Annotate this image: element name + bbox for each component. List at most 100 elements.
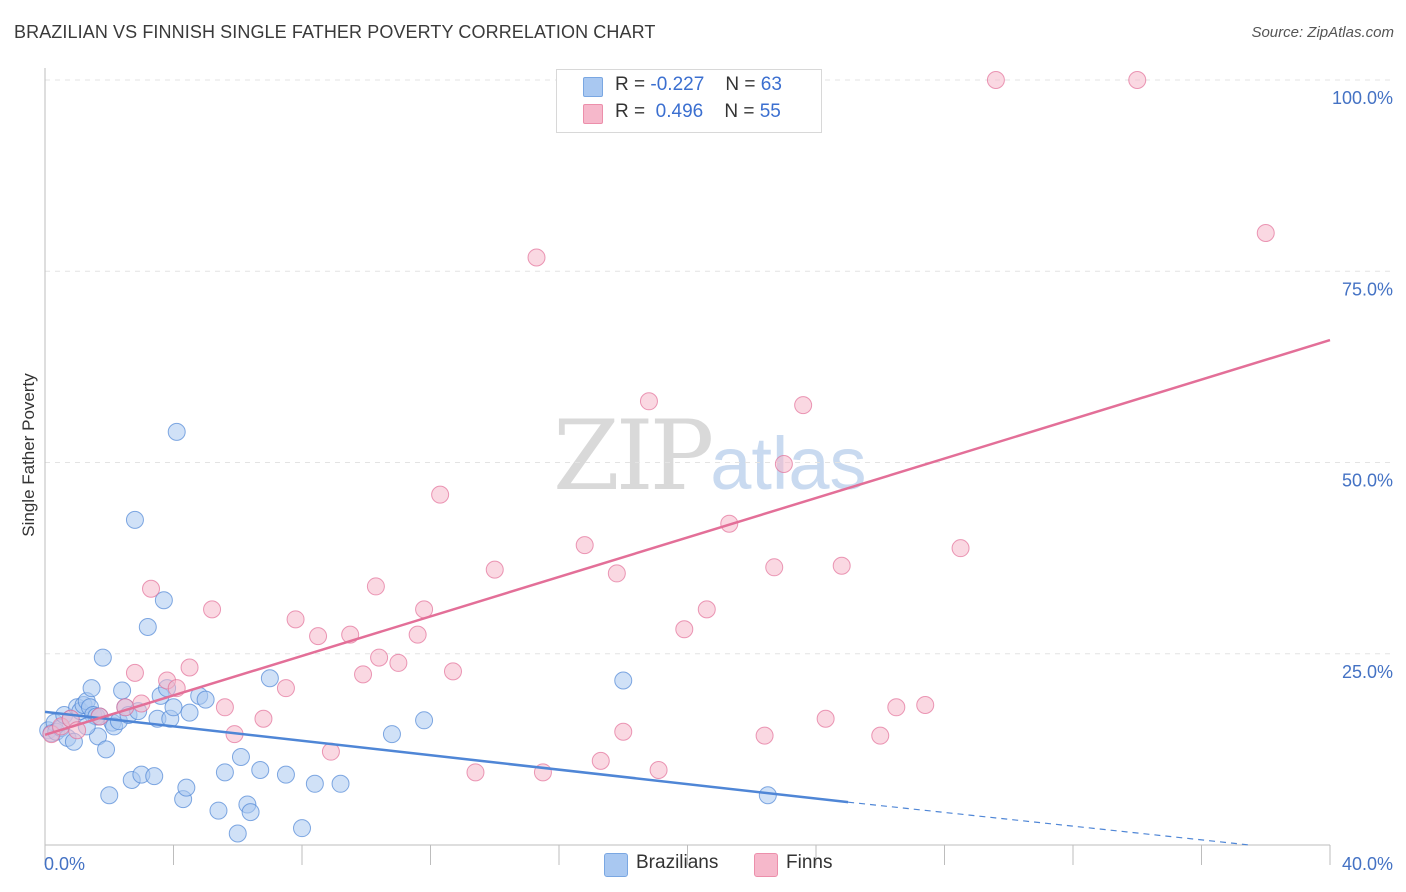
point-finns bbox=[276, 679, 295, 698]
point-finns bbox=[142, 579, 161, 598]
trendline-finns bbox=[44, 338, 1331, 737]
trendline-brazilians-extrapolated bbox=[848, 801, 1250, 846]
point-brazilians bbox=[97, 740, 116, 759]
point-brazilians bbox=[125, 510, 144, 529]
point-finns bbox=[639, 392, 658, 411]
legend-swatch-finns bbox=[754, 853, 778, 877]
point-finns bbox=[254, 709, 273, 728]
point-finns bbox=[309, 627, 328, 646]
legend-r-label: R = bbox=[615, 101, 646, 122]
legend-swatch-brazilians bbox=[604, 853, 628, 877]
point-brazilians bbox=[145, 767, 164, 786]
point-finns bbox=[765, 558, 784, 577]
point-finns bbox=[408, 625, 427, 644]
x-tick-label-min: 0.0% bbox=[44, 854, 85, 874]
point-finns bbox=[614, 722, 633, 741]
point-brazilians bbox=[154, 591, 173, 610]
y-tick-label: 75.0% bbox=[1342, 279, 1393, 299]
point-brazilians bbox=[231, 748, 250, 767]
point-brazilians bbox=[241, 803, 260, 822]
legend-label-brazilians: Brazilians bbox=[636, 852, 719, 873]
point-brazilians bbox=[276, 765, 295, 784]
point-finns bbox=[485, 560, 504, 579]
point-brazilians bbox=[180, 703, 199, 722]
point-brazilians bbox=[177, 778, 196, 797]
y-tick-label: 100.0% bbox=[1332, 88, 1393, 108]
point-brazilians bbox=[113, 681, 132, 700]
point-finns bbox=[366, 577, 385, 596]
point-brazilians bbox=[167, 422, 186, 441]
point-finns bbox=[125, 663, 144, 682]
point-finns bbox=[286, 610, 305, 629]
point-brazilians bbox=[89, 727, 108, 746]
legend-n-label: N = bbox=[725, 74, 756, 95]
point-finns bbox=[203, 600, 222, 619]
point-brazilians bbox=[82, 679, 101, 698]
correlation-legend: R = -0.227 N = 63 R = 0.496 N = 55 bbox=[556, 69, 822, 133]
point-finns bbox=[951, 539, 970, 558]
point-finns bbox=[607, 564, 626, 583]
point-brazilians bbox=[331, 774, 350, 793]
legend-r-value-brazilians: -0.227 bbox=[650, 74, 705, 95]
x-tick-label-max: 40.0% bbox=[1342, 854, 1393, 874]
point-finns bbox=[832, 556, 851, 575]
point-brazilians bbox=[138, 617, 157, 636]
point-finns bbox=[774, 455, 793, 474]
point-finns bbox=[370, 648, 389, 667]
point-brazilians bbox=[260, 669, 279, 688]
point-brazilians bbox=[228, 824, 247, 843]
legend-r-label: R = bbox=[615, 74, 646, 95]
trendline-brazilians bbox=[44, 710, 849, 804]
point-brazilians bbox=[382, 725, 401, 744]
point-finns bbox=[755, 726, 774, 745]
legend-label-finns: Finns bbox=[786, 852, 833, 873]
point-finns bbox=[215, 698, 234, 717]
y-axis-label: Single Father Poverty bbox=[19, 373, 38, 537]
watermark: ZIPatlas bbox=[553, 400, 867, 512]
point-finns bbox=[649, 761, 668, 780]
point-finns bbox=[1256, 224, 1275, 242]
point-finns bbox=[986, 71, 1005, 89]
chart-title: BRAZILIAN VS FINNISH SINGLE FATHER POVER… bbox=[14, 22, 656, 42]
point-finns bbox=[466, 763, 485, 782]
point-finns bbox=[180, 658, 199, 677]
legend-n-label: N = bbox=[724, 101, 755, 122]
legend-swatch-finns bbox=[583, 104, 603, 124]
point-brazilians bbox=[758, 786, 777, 805]
legend-n-value-finns: 55 bbox=[759, 101, 781, 122]
series-legend: Brazilians Finns bbox=[0, 852, 1406, 878]
legend-r-value-finns: 0.496 bbox=[655, 101, 704, 122]
point-finns bbox=[354, 665, 373, 684]
point-brazilians bbox=[100, 786, 119, 805]
point-brazilians bbox=[196, 690, 215, 709]
source-label: Source: ZipAtlas.com bbox=[1251, 24, 1394, 41]
point-finns bbox=[527, 248, 546, 267]
point-finns bbox=[591, 751, 610, 770]
point-finns bbox=[389, 653, 408, 672]
point-finns bbox=[697, 600, 716, 619]
point-finns bbox=[794, 396, 813, 415]
point-finns bbox=[871, 726, 890, 745]
point-brazilians bbox=[209, 801, 228, 820]
legend-swatch-brazilians bbox=[583, 77, 603, 97]
point-finns bbox=[1128, 71, 1147, 89]
point-brazilians bbox=[415, 711, 434, 730]
point-brazilians bbox=[293, 819, 311, 838]
point-brazilians bbox=[614, 671, 633, 690]
point-finns bbox=[816, 709, 835, 728]
point-finns bbox=[575, 536, 594, 555]
point-finns bbox=[887, 698, 906, 717]
point-finns bbox=[916, 696, 935, 715]
watermark-zip: ZIP bbox=[553, 400, 714, 512]
point-brazilians bbox=[93, 648, 112, 667]
y-tick-label: 50.0% bbox=[1342, 471, 1393, 491]
point-finns bbox=[431, 485, 450, 504]
y-tick-label: 25.0% bbox=[1342, 662, 1393, 682]
point-brazilians bbox=[215, 763, 234, 782]
point-brazilians bbox=[164, 698, 183, 717]
point-finns bbox=[443, 662, 462, 681]
point-finns bbox=[675, 620, 694, 639]
legend-n-value-brazilians: 63 bbox=[760, 74, 782, 95]
point-brazilians bbox=[305, 774, 324, 793]
